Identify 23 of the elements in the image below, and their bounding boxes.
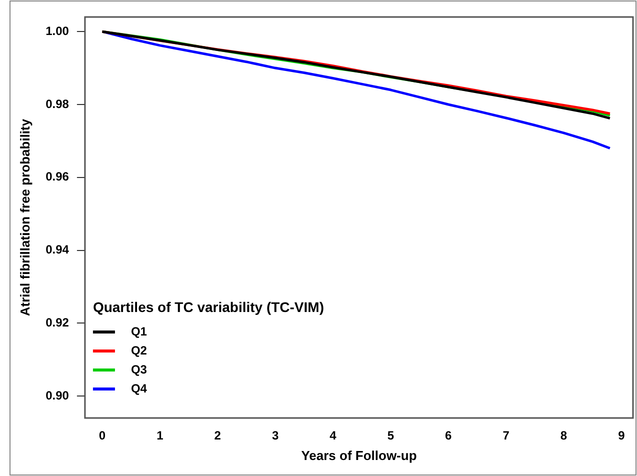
- y-tick-label: 0.92: [46, 316, 70, 330]
- x-tick-label: 8: [560, 428, 568, 443]
- legend-label: Q2: [130, 343, 148, 358]
- x-axis-title: Years of Follow-up: [301, 448, 417, 463]
- y-tick-label: 0.98: [46, 96, 70, 111]
- y-tick-label: 0.90: [46, 388, 70, 402]
- x-tick-label: 4: [330, 428, 337, 443]
- legend-label: Q4: [130, 381, 148, 396]
- x-tick-label: 7: [502, 428, 510, 443]
- y-tick-label: 1.00: [46, 24, 70, 38]
- x-tick-label: 3: [272, 428, 279, 443]
- x-tick-label: 6: [445, 428, 452, 443]
- x-tick-label: 1: [156, 428, 164, 443]
- legend-title: Quartiles of TC variability (TC-VIM): [92, 298, 324, 315]
- x-tick-label: 0: [98, 428, 106, 443]
- x-tick-label: 5: [387, 428, 394, 443]
- y-tick-label: 0.96: [46, 170, 70, 184]
- x-tick-label: 9: [618, 428, 626, 443]
- y-tick-label: 0.94: [46, 242, 70, 257]
- legend-label: Q1: [130, 324, 148, 338]
- x-tick-label: 2: [214, 428, 222, 443]
- y-axis-title: Atrial fibrillation free probability: [17, 118, 32, 316]
- legend-label: Q3: [130, 362, 148, 376]
